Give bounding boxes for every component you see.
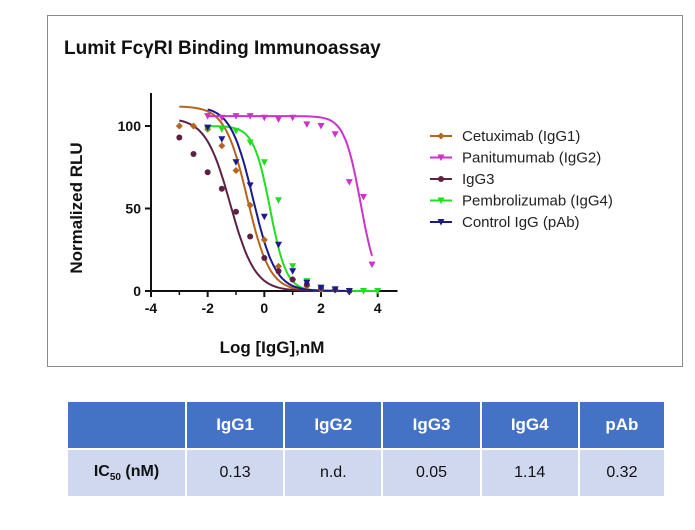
- legend: Cetuximab (IgG1) Panitumumab (IgG2) IgG3 Pe…: [430, 128, 613, 231]
- data-point-series-1: [289, 114, 297, 122]
- data-point-series-4: [345, 288, 353, 295]
- data-point-series-1: [275, 116, 282, 123]
- legend-marker-1: [437, 154, 445, 161]
- axes: -4 -2 0 2 4 0 50 100: [118, 93, 398, 316]
- data-point-series-4: [317, 284, 325, 292]
- fit-curve-series-0: [179, 105, 350, 292]
- x-tick-label: 2: [317, 300, 325, 316]
- legend-label-3: Pembrolizumab (IgG4): [462, 193, 613, 210]
- ic-label: IC: [93, 462, 110, 480]
- table-cell: 0.05: [383, 450, 480, 496]
- data-point-series-3: [275, 197, 282, 204]
- data-point-series-0: [260, 236, 268, 244]
- data-point-series-4: [289, 268, 297, 275]
- data-point-series-1: [246, 113, 254, 120]
- data-point-series-3: [246, 139, 254, 146]
- data-point-series-2: [247, 233, 254, 240]
- data-point-series-1: [317, 123, 325, 130]
- data-point-series-1: [360, 193, 367, 201]
- data-point-series-0: [246, 201, 254, 209]
- table-cell: 0.32: [579, 450, 664, 496]
- data-point-series-1: [204, 113, 212, 120]
- data-point-series-0: [175, 122, 183, 130]
- table-row: IC50 (nM) 0.13 n.d. 0.05 1.14 0.32: [68, 450, 664, 496]
- data-point-series-2: [261, 255, 268, 261]
- chart-title: Lumit FcγRI Binding Immunoassay: [64, 38, 381, 59]
- data-point-series-4: [303, 279, 311, 287]
- ic50-row-label: IC50 (nM): [68, 450, 185, 496]
- table-header-cell: IgG3: [383, 402, 480, 448]
- data-point-series-2: [204, 169, 211, 176]
- data-point-series-2: [289, 276, 296, 283]
- dose-response-chart: Lumit FcγRI Binding Immunoassay Normaliz…: [64, 38, 613, 357]
- data-point-series-0: [275, 262, 282, 270]
- data-point-series-1: [303, 121, 311, 128]
- y-tick-label: 0: [133, 283, 141, 299]
- data-point-series-1: [232, 113, 240, 120]
- data-point-series-1: [331, 131, 339, 138]
- table-header-cell: [68, 402, 185, 448]
- table-cell: n.d.: [285, 450, 382, 496]
- data-point-series-3: [218, 126, 226, 133]
- fit-curve-series-1: [207, 115, 373, 257]
- legend-label-0: Cetuximab (IgG1): [462, 128, 580, 145]
- data-point-series-4: [232, 159, 240, 166]
- legend-marker-2: [438, 176, 444, 182]
- data-point-series-4: [331, 286, 339, 293]
- x-tick-label: 0: [260, 300, 268, 316]
- legend-marker-4: [437, 219, 445, 226]
- data-point-series-2: [190, 151, 197, 158]
- data-point-series-2: [233, 208, 239, 215]
- data-point-series-0: [218, 142, 226, 150]
- x-axis-title: Log [IgG],nM: [220, 338, 325, 357]
- data-point-series-0: [232, 167, 240, 175]
- table-cell: 1.14: [481, 450, 578, 496]
- data-point-series-3: [260, 159, 268, 166]
- data-point-series-4: [275, 241, 282, 249]
- data-point-series-1: [260, 114, 268, 122]
- ic-unit: (nM): [120, 462, 160, 480]
- data-point-series-3: [289, 263, 297, 270]
- y-axis-title: Normalized RLU: [67, 142, 86, 273]
- table-cell: 0.13: [187, 450, 284, 496]
- table-header-row: IgG1 IgG2 IgG3 IgG4 pAb: [68, 402, 664, 448]
- y-tick-label: 100: [118, 118, 142, 134]
- data-point-series-4: [246, 182, 254, 189]
- ic-subscript: 50: [109, 472, 121, 484]
- table-header-cell: IgG4: [481, 402, 578, 448]
- data-point-series-4: [204, 124, 212, 132]
- x-tick-label: -4: [145, 300, 158, 316]
- x-tick-label: -2: [201, 300, 214, 316]
- fit-curve-series-2: [179, 119, 350, 292]
- ic50-table: IgG1 IgG2 IgG3 IgG4 pAb IC50 (nM) 0.13 n…: [66, 400, 666, 498]
- legend-label-1: Panitumumab (IgG2): [462, 150, 601, 167]
- data-point-series-1: [218, 114, 226, 122]
- chart-panel: Lumit FcγRI Binding Immunoassay Normaliz…: [47, 15, 683, 367]
- legend-label-2: IgG3: [462, 171, 495, 188]
- data-point-series-3: [360, 288, 367, 295]
- data-point-series-2: [176, 134, 183, 141]
- data-point-series-4: [260, 213, 268, 221]
- legend-marker-3: [437, 197, 445, 204]
- data-point-series-3: [232, 127, 240, 135]
- data-point-series-2: [218, 185, 225, 192]
- data-point-series-2: [275, 268, 282, 275]
- data-point-series-1: [345, 179, 353, 186]
- data-points: [175, 113, 382, 295]
- data-point-series-4: [218, 136, 226, 143]
- data-point-series-3: [374, 288, 382, 295]
- y-tick-label: 50: [125, 201, 141, 217]
- x-tick-label: 4: [374, 300, 382, 316]
- data-point-series-0: [190, 122, 197, 130]
- legend-marker-0: [437, 132, 445, 140]
- data-point-series-1: [368, 261, 376, 269]
- table-header-cell: IgG1: [187, 402, 284, 448]
- table-header-cell: IgG2: [285, 402, 382, 448]
- legend-label-4: Control IgG (pAb): [462, 214, 580, 231]
- table-header-cell: pAb: [579, 402, 664, 448]
